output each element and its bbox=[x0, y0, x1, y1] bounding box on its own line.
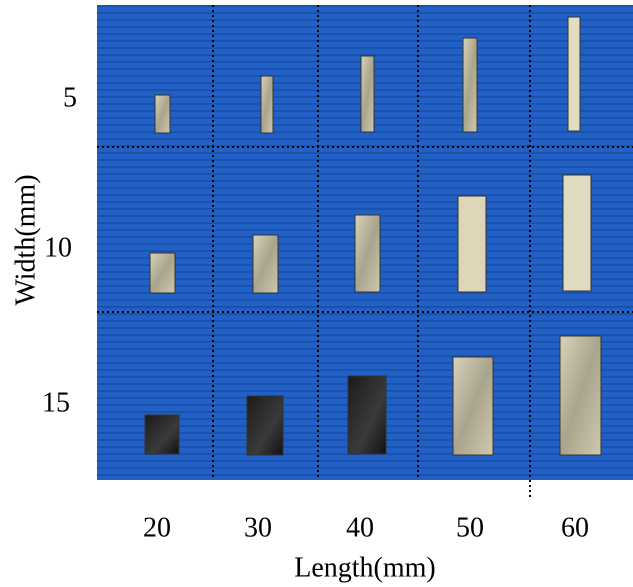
length-label: 40 bbox=[346, 512, 374, 543]
length-label: 30 bbox=[244, 512, 272, 543]
width-label: 10 bbox=[44, 232, 72, 263]
y-axis-title: Width(mm) bbox=[10, 174, 41, 305]
width-label: 15 bbox=[42, 387, 70, 418]
photo bbox=[97, 5, 633, 500]
strips bbox=[144, 16, 602, 456]
length-label: 50 bbox=[456, 512, 484, 543]
width-label: 5 bbox=[63, 82, 77, 113]
x-axis-title: Length(mm) bbox=[294, 552, 436, 583]
length-label: 20 bbox=[143, 512, 171, 543]
grid-lines bbox=[97, 5, 633, 500]
length-label: 60 bbox=[561, 512, 589, 543]
